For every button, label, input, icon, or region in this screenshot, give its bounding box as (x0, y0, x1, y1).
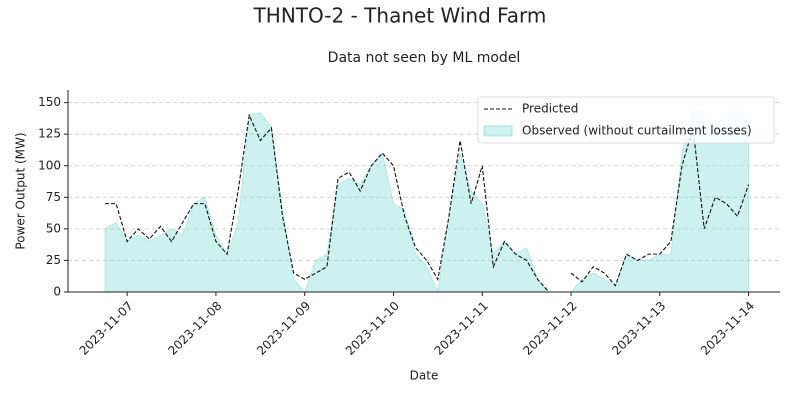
x-axis-label: Date (410, 369, 439, 383)
x-tick-label: 2023-11-14 (698, 299, 757, 358)
legend-box (477, 96, 775, 144)
y-tick-label: 150 (38, 95, 61, 109)
y-tick-label: 25 (46, 253, 61, 267)
legend-label: Predicted (522, 102, 578, 116)
legend-label: Observed (without curtailment losses) (522, 124, 752, 138)
y-tick-label: 0 (53, 285, 61, 299)
x-tick-label: 2023-11-13 (609, 299, 668, 358)
y-tick-label: 50 (46, 221, 61, 235)
x-tick-label: 2023-11-08 (165, 299, 224, 358)
y-tick-label: 75 (46, 190, 61, 204)
x-tick-label: 2023-11-12 (520, 299, 579, 358)
predicted-line (104, 113, 750, 293)
y-axis-label: Power Output (MW) (14, 132, 28, 249)
x-tick-label: 2023-11-11 (432, 299, 491, 358)
x-tick-label: 2023-11-07 (77, 299, 136, 358)
chart-subtitle: Data not seen by ML model (328, 50, 521, 66)
y-tick-label: 100 (38, 158, 61, 172)
y-tick-label: 125 (38, 127, 61, 141)
observed-area (104, 108, 749, 294)
x-tick-label: 2023-11-09 (254, 299, 313, 358)
x-tick-label: 2023-11-10 (343, 299, 402, 358)
chart-title: THNTO-2 - Thanet Wind Farm (253, 4, 547, 28)
legend-swatch (483, 125, 513, 137)
